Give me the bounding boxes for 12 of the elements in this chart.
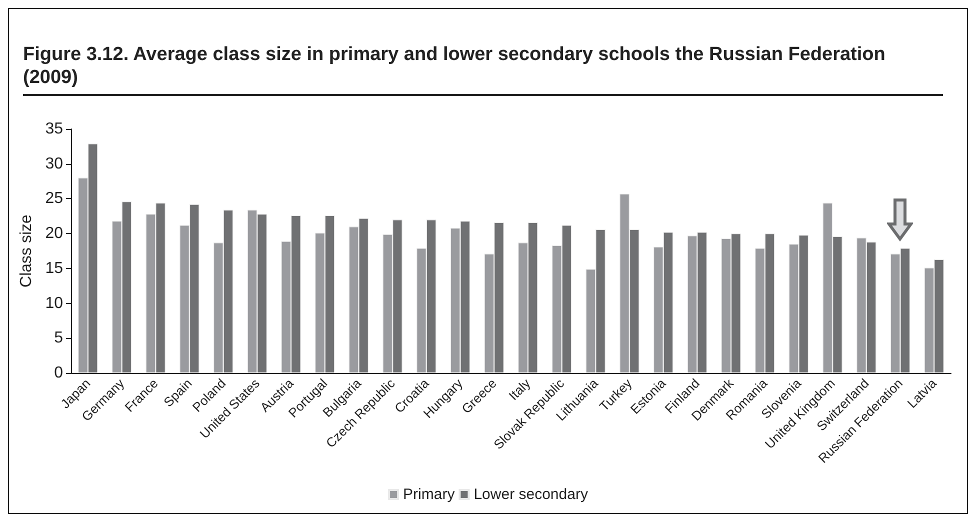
legend-label: Lower secondary xyxy=(474,486,588,503)
y-tick-label: 0 xyxy=(54,364,64,382)
y-tick-label: 15 xyxy=(45,260,64,277)
y-tick-label: 5 xyxy=(54,330,64,347)
y-tick-label: 20 xyxy=(45,225,64,242)
y-tick-label: 30 xyxy=(45,155,64,172)
y-axis-title: Class size xyxy=(18,214,35,288)
chart-title: Figure 3.12. Average class size in primary and lower secondary schools the Russian Federation (2009) xyxy=(23,43,943,96)
y-tick-label: 35 xyxy=(45,120,64,138)
legend-label: Primary xyxy=(403,486,456,503)
y-tick-label: 10 xyxy=(45,294,64,312)
y-tick-label: 25 xyxy=(45,190,64,208)
